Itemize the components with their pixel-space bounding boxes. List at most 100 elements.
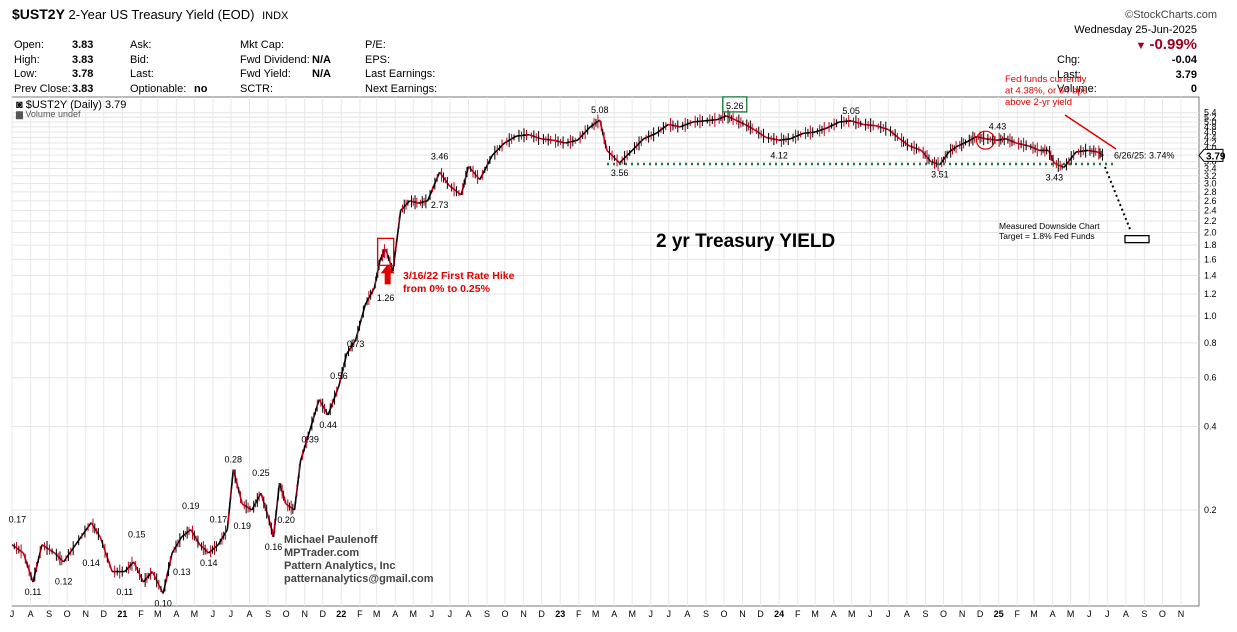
data-label: 0.14	[200, 558, 218, 568]
data-label: 0.15	[128, 530, 146, 540]
price-segment	[643, 132, 657, 140]
y-tick-label: 1.8	[1204, 240, 1217, 250]
data-label: 0.56	[330, 371, 348, 381]
y-tick-label: 2.6	[1204, 196, 1217, 206]
data-label: 0.25	[252, 468, 270, 478]
price-segment	[11, 544, 24, 554]
data-label: 4.12	[770, 150, 788, 160]
x-tick-label: D	[538, 609, 545, 619]
x-tick-label: F	[357, 609, 363, 619]
y-tick-label: 5.0	[1204, 117, 1217, 127]
data-label: 5.08	[591, 105, 609, 115]
x-tick-label: M	[592, 609, 600, 619]
price-segment	[426, 171, 441, 202]
quote-label-right-2: Last Earnings:	[365, 68, 436, 80]
x-tick-label: F	[138, 609, 144, 619]
price-segment	[99, 536, 113, 572]
x-tick-label: J	[229, 609, 234, 619]
y-tick-label: 1.2	[1204, 289, 1217, 299]
x-tick-label: J	[211, 609, 216, 619]
rate-hike-text: 3/16/22 First Rate Hike	[403, 270, 515, 282]
x-tick-label: A	[465, 609, 471, 619]
data-label: 1.26	[377, 293, 395, 303]
data-label: 3.46	[431, 151, 449, 161]
y-tick-label: 3.0	[1204, 179, 1217, 189]
x-tick-label: M	[373, 609, 381, 619]
quote-label-mid2-3: SCTR:	[240, 82, 273, 95]
data-label: 0.11	[116, 587, 133, 597]
quote-label-mid2-0: Mkt Cap:	[240, 39, 285, 51]
data-label: 0.17	[210, 515, 228, 525]
x-tick-label: D	[977, 609, 984, 619]
quote-label-mid-1: Bid:	[130, 53, 149, 66]
price-segment	[606, 149, 621, 164]
y-tick-label: 3.4	[1204, 163, 1217, 173]
peak-highlight-box	[722, 96, 748, 113]
data-label: 0.17	[9, 515, 27, 525]
legend-entry: ◙ $UST2Y (Daily) 3.79	[16, 99, 126, 111]
quote-label-left-3: Prev Close:	[14, 82, 71, 95]
price-segment	[863, 123, 876, 127]
quote-label-mid-0: Ask:	[130, 39, 152, 51]
data-label: 0.19	[234, 521, 252, 531]
x-tick-label: N	[83, 609, 90, 619]
quote-label-left-1: High:	[14, 53, 40, 66]
x-tick-label: N	[301, 609, 308, 619]
volume-label: Volume:	[1057, 83, 1097, 95]
x-tick-label: F	[576, 609, 582, 619]
last-value: 3.79	[1175, 68, 1197, 81]
quote-value-left-3: 3.83	[72, 82, 94, 95]
price-summary: Wednesday 25-Jun-2025 ▼ -0.99% Chg: -0.04…	[1057, 24, 1197, 97]
x-tick-label: S	[1141, 609, 1147, 619]
x-tick-label: O	[940, 609, 947, 619]
y-tick-label: 2.4	[1204, 205, 1217, 215]
author-text: Pattern Analytics, Inc	[284, 560, 395, 572]
quote-label-right-0: P/E:	[365, 39, 386, 51]
fed-funds-text: above 2-yr yield	[1005, 97, 1072, 108]
x-tick-label: F	[795, 609, 801, 619]
stockcharts-credit[interactable]: ©StockCharts.com	[1125, 9, 1217, 21]
data-label: 2.73	[431, 200, 449, 210]
quote-label-left-2: Low:	[14, 68, 38, 80]
price-segment	[327, 385, 340, 416]
y-tick-label: 4.2	[1204, 138, 1217, 148]
quote-label-right-3: Next Earnings:	[365, 82, 438, 95]
target-box	[1124, 234, 1150, 244]
x-tick-label: S	[703, 609, 709, 619]
target-text: Target = 1.8% Fed Funds	[999, 231, 1095, 241]
price-segment	[985, 137, 998, 141]
latest-note: 6/26/25: 3.74%	[1114, 150, 1175, 160]
x-tick-label: O	[1159, 609, 1166, 619]
chg-label: Chg:	[1057, 54, 1081, 66]
x-tick-label: N	[959, 609, 966, 619]
price-segment	[1075, 149, 1089, 153]
price-segment	[850, 120, 864, 126]
price-segment	[62, 544, 77, 563]
fed-funds-text: at 4.38%, or 64 bps	[1005, 86, 1088, 97]
data-label: 0.19	[182, 501, 200, 511]
data-label: 0.10	[154, 599, 172, 609]
author-text: Michael Paulenoff	[284, 534, 378, 546]
x-tick-label: M	[848, 609, 856, 619]
price-segment	[577, 126, 591, 141]
quote-label-right-1: EPS:	[365, 53, 391, 66]
quote-value-left-0: 3.83	[72, 39, 94, 51]
x-tick-label: J	[430, 609, 435, 619]
quote-value-mid2-1: N/A	[312, 53, 331, 66]
x-tick-label: M	[1030, 609, 1038, 619]
x-tick-label: O	[502, 609, 509, 619]
quote-value-mid-3: no	[194, 82, 208, 95]
price-segment	[679, 121, 694, 128]
x-tick-label: J	[448, 609, 453, 619]
data-label: 0.12	[55, 577, 73, 587]
x-tick-label: S	[46, 609, 52, 619]
x-tick-label: O	[720, 609, 727, 619]
y-tick-label: 1.4	[1204, 270, 1217, 280]
x-tick-label: M	[1067, 609, 1075, 619]
y-tick-label: 2.8	[1204, 187, 1217, 197]
data-label: 0.28	[225, 454, 243, 464]
x-tick-label: 21	[117, 609, 127, 619]
data-label: 3.56	[611, 168, 629, 178]
y-tick-label: 4.8	[1204, 122, 1217, 132]
